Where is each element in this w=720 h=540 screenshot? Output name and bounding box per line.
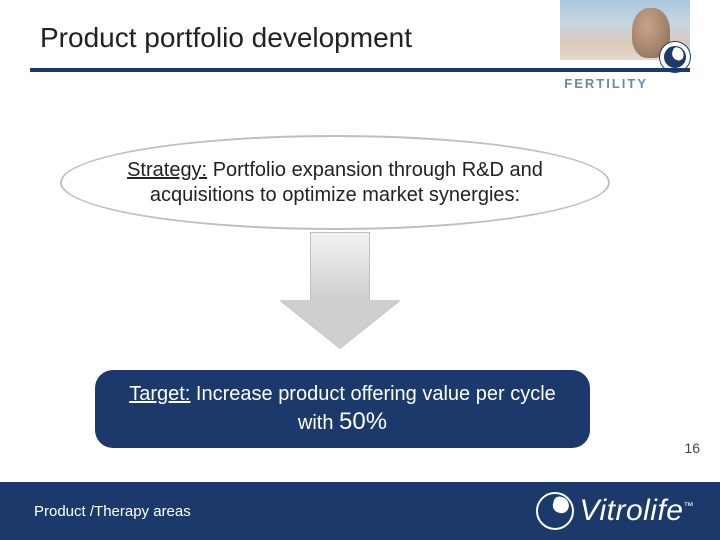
logo-globe-icon <box>536 492 574 530</box>
arrow-shaft <box>310 232 370 302</box>
page-title: Product portfolio development <box>40 22 412 54</box>
logo-word-text: Vitrolife <box>580 494 684 527</box>
category-label: FERTILITY <box>564 76 648 91</box>
footer-bar: Product /Therapy areas Vitrolife™ <box>0 482 720 540</box>
company-logo: Vitrolife™ <box>536 492 695 530</box>
down-arrow-icon <box>280 232 400 352</box>
strategy-bubble: Strategy: Portfolio expansion through R&… <box>60 135 610 230</box>
footer-breadcrumb: Product /Therapy areas <box>34 503 191 520</box>
strategy-body: Portfolio expansion through R&D and acqu… <box>150 159 543 206</box>
strategy-label: Strategy: <box>127 159 207 181</box>
target-percent: 50% <box>339 408 387 435</box>
strategy-text: Strategy: Portfolio expansion through R&… <box>103 158 567 208</box>
logo-wordmark: Vitrolife™ <box>580 494 695 528</box>
target-box: Target: Increase product offering value … <box>95 370 590 448</box>
logo-tm: ™ <box>684 501 695 512</box>
target-text: Target: Increase product offering value … <box>115 382 570 437</box>
target-label: Target: <box>129 383 190 405</box>
title-underline <box>30 68 690 72</box>
arrow-head <box>280 300 400 348</box>
page-number: 16 <box>684 440 700 456</box>
slide: Product portfolio development FERTILITY … <box>0 0 720 540</box>
